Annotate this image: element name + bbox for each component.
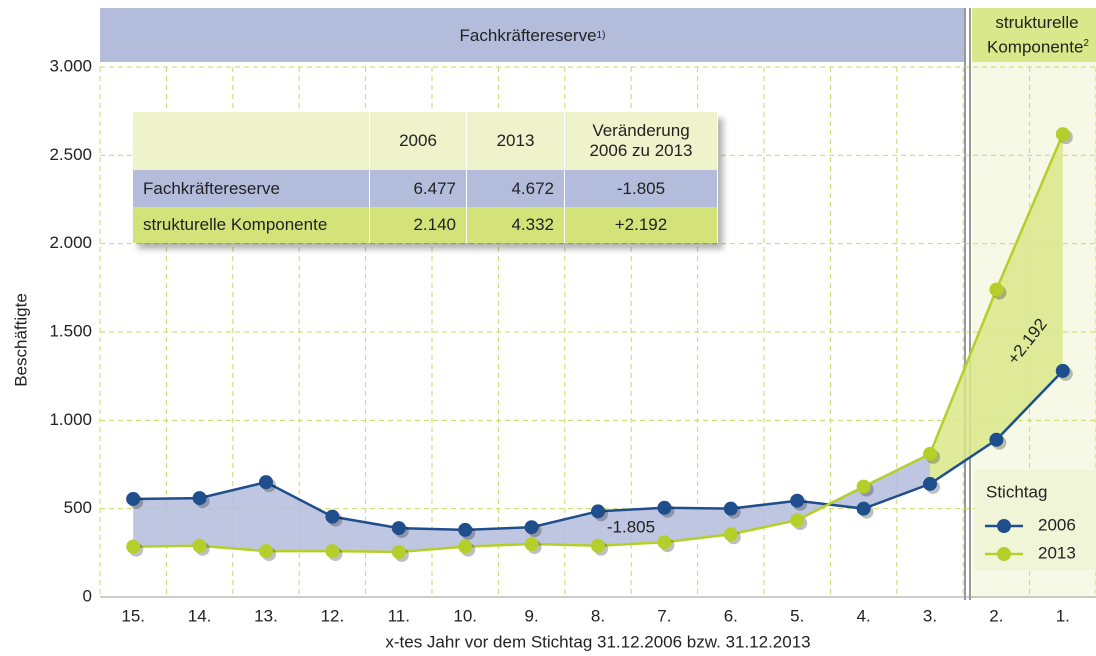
y-tick-label: 2.000 [49,233,92,252]
y-tick-label: 0 [83,586,92,605]
point [391,521,406,536]
annotation: -1.805 [607,517,655,536]
x-tick-label: 2. [989,606,1003,625]
header-band [100,8,965,62]
y-tick-label: 3.000 [49,56,92,75]
point [524,537,539,551]
point [192,538,207,553]
header-text: Fachkräftereserve [459,25,597,45]
x-tick-label: 8. [591,606,605,625]
table-header: 2006 2013 Veränderung 2006 zu 2013 [133,112,718,170]
y-tick-label: 2.500 [49,145,92,164]
x-tick-label: 10. [453,606,477,625]
table-cell: +2.192 [564,207,718,243]
legend-label: 2006 [1038,515,1076,534]
table-cell: strukturelle Komponente [133,207,370,243]
x-tick-label: 5. [790,606,804,625]
table-corner [133,112,370,170]
point [192,491,207,506]
point [126,539,141,554]
x-tick-label: 11. [388,606,410,625]
y-tick-label: 500 [64,498,92,517]
column-header: 2013 [466,112,565,170]
point [325,544,340,559]
table-cell: 2.140 [369,207,467,243]
point [657,535,672,550]
point [524,520,539,535]
header-note: 1) [596,29,606,41]
x-tick-label: 12. [321,606,345,625]
table: 2006 2013 Veränderung 2006 zu 2013 Fachkräf… [133,112,718,243]
y-tick-label: 1.500 [49,321,92,340]
point [458,539,473,554]
x-tick-label: 7. [657,606,671,625]
point [790,513,805,528]
table-cell: 4.672 [466,170,565,207]
point [591,504,605,519]
point [723,501,738,516]
header-left: Fachkräftereserve 1) [100,8,965,62]
point [856,479,871,494]
x-tick-label: 4. [857,606,871,625]
point [657,500,672,515]
table-row: strukturelle Komponente 2.140 4.332 +2.192 [133,207,718,243]
x-tick-label: 6. [724,606,738,625]
x-tick-label: 14. [188,606,212,625]
point [325,509,340,524]
point [259,475,273,490]
y-axis-title: Beschäftigte [11,293,30,387]
x-tick-label: 3. [923,606,937,625]
header-right: strukturelle Komponente2 [972,8,1096,62]
point [923,446,937,461]
table-cell: -1.805 [564,170,718,207]
header-band [972,8,1096,62]
point [923,476,937,491]
point [723,527,738,542]
y-tick-label: 1.000 [49,410,92,429]
header-text: strukturelle Komponente [987,13,1084,57]
x-tick-label: 15. [121,606,145,625]
table-row: Fachkräftereserve 6.477 4.672 -1.805 [133,170,718,207]
column-header: 2006 [369,112,467,170]
header-note: 2 [1083,38,1089,50]
point [391,544,406,559]
difference-area [930,134,1063,484]
x-tick-label: 1. [1056,606,1070,625]
point [1055,127,1070,142]
table-cell: Fachkräftereserve [133,170,370,207]
point [126,491,141,506]
point [1055,363,1070,378]
legend-label: 2013 [1038,543,1076,562]
point [790,493,805,508]
legend-title: Stichtag [986,482,1047,501]
point [259,544,273,559]
legend-marker [997,547,1011,561]
x-tick-label: 13. [254,606,278,625]
x-axis-title: x-tes Jahr vor dem Stichtag 31.12.2006 b… [385,632,810,651]
point [591,538,605,553]
point [989,282,1004,297]
column-header: Veränderung 2006 zu 2013 [564,112,718,170]
point [856,501,871,516]
table-cell: 6.477 [369,170,467,207]
point [458,522,473,537]
x-tick-label: 9. [525,606,539,625]
legend-marker [997,519,1011,533]
table-cell: 4.332 [466,207,565,243]
point [989,432,1004,447]
